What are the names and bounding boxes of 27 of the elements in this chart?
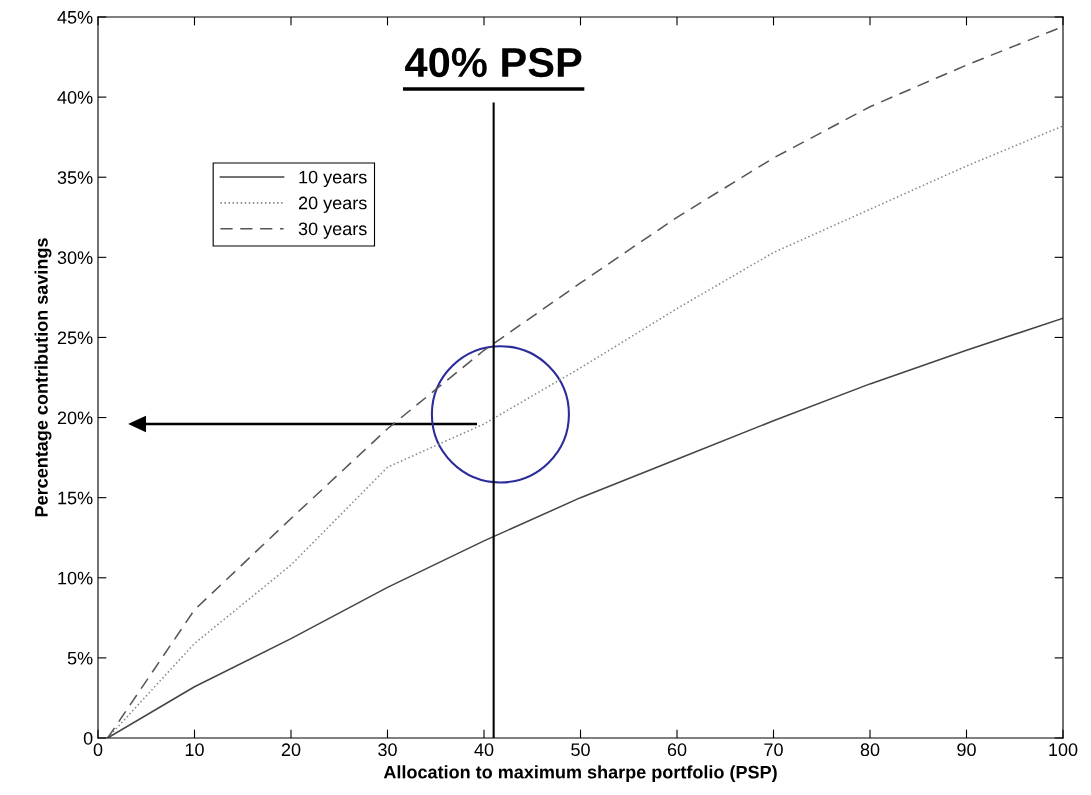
x-tick-label: 40 [474, 743, 494, 757]
x-tick-label: 50 [571, 743, 590, 757]
y-tick-label: 30% [57, 251, 93, 265]
y-tick-label: 15% [58, 491, 93, 505]
y-tick-label: 45% [57, 11, 93, 24]
y-tick-label: 40% [57, 91, 93, 104]
y-tick-label: 10% [58, 571, 93, 585]
x-tick-label: 80 [860, 743, 880, 757]
x-tick-label: 30 [378, 743, 397, 757]
x-axis-title: Allocation to maximum sharpe portfolio (PSP) [383, 765, 777, 783]
y-tick-label: 0 [83, 731, 93, 745]
x-tick-label: 60 [667, 743, 687, 757]
x-tick-label: 10 [185, 743, 204, 757]
x-tick-label: 20 [281, 743, 301, 757]
legend-label: 10 years [299, 170, 367, 188]
legend-label: 30 years [298, 222, 367, 239]
x-tick-label: 100 [1049, 743, 1078, 757]
x-tick-label: 70 [764, 743, 783, 757]
x-tick-label: 90 [957, 743, 976, 757]
ref-line-label: 40% PSP [405, 47, 582, 78]
y-tick-label: 5% [67, 651, 93, 665]
y-tick-label: 35% [57, 171, 93, 184]
x-tick-label: 0 [93, 743, 103, 757]
legend-label: 20 years [298, 196, 367, 213]
y-tick-label: 25% [57, 331, 93, 345]
y-axis-title: Percentage contribution savings [34, 238, 52, 517]
y-tick-label: 20% [57, 411, 93, 425]
